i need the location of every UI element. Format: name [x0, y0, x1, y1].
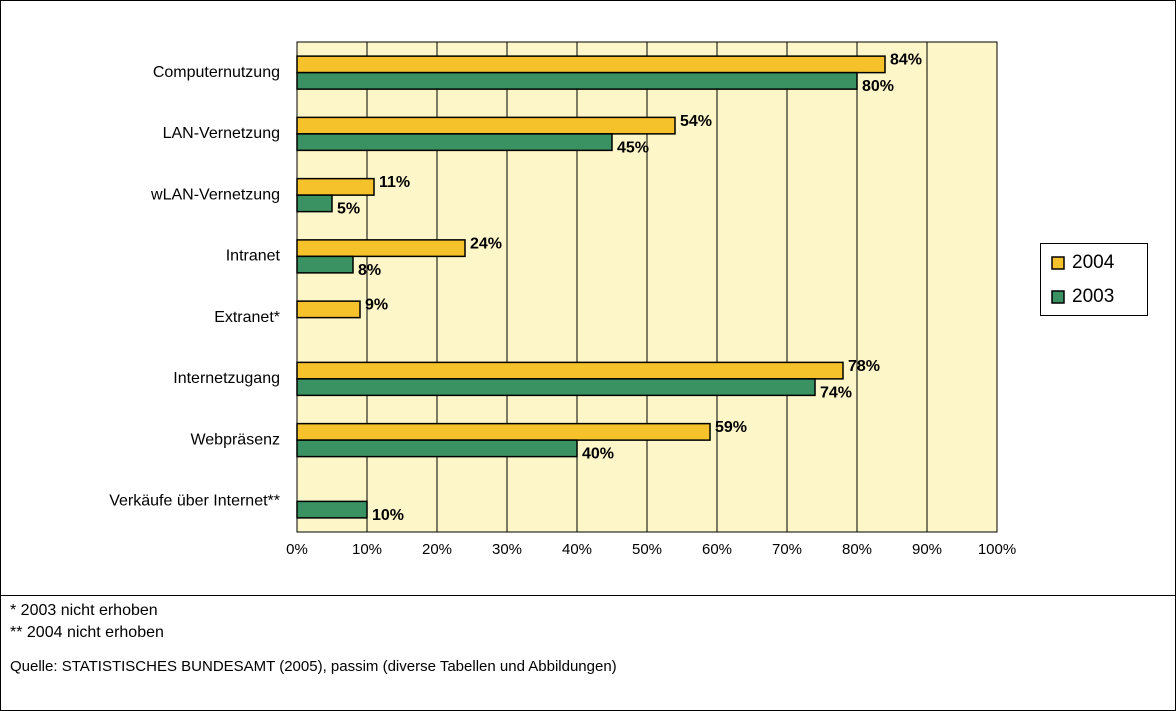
x-tick-label: 100%	[978, 541, 1016, 558]
footnote: * 2003 nicht erhoben	[10, 602, 158, 619]
legend-label: 2004	[1072, 252, 1115, 273]
x-tick-label: 60%	[702, 541, 732, 558]
data-label: 78%	[848, 358, 880, 375]
legend-box	[1040, 243, 1148, 316]
x-tick-label: 70%	[772, 541, 802, 558]
legend-label: 2003	[1072, 286, 1114, 307]
x-tick-label: 90%	[912, 541, 942, 558]
y-tick-label: Computernutzung	[153, 64, 280, 81]
y-tick-label: wLAN-Vernetzung	[150, 186, 280, 203]
x-tick-label: 20%	[422, 541, 452, 558]
x-tick-label: 50%	[632, 541, 662, 558]
data-label: 54%	[680, 113, 712, 130]
bar	[296, 361, 844, 380]
data-label: 11%	[379, 174, 410, 191]
data-label: 40%	[582, 446, 614, 463]
bar	[296, 116, 676, 135]
source: Quelle: STATISTISCHES BUNDESAMT (2005), …	[10, 658, 617, 675]
bar	[296, 378, 816, 397]
x-tick-label: 30%	[492, 541, 522, 558]
data-label: 45%	[617, 139, 649, 156]
x-tick-label: 40%	[562, 541, 592, 558]
legend-swatch	[1051, 290, 1065, 304]
x-tick-label: 10%	[352, 541, 382, 558]
bar	[296, 133, 613, 152]
y-tick-label: Extranet*	[214, 309, 280, 326]
bar	[296, 194, 333, 213]
data-label: 84%	[890, 52, 922, 69]
x-tick-label: 80%	[842, 541, 872, 558]
bar	[296, 439, 578, 458]
bar	[296, 422, 711, 441]
y-tick-label: Intranet	[226, 248, 281, 265]
y-tick-label: Verkäufe über Internet**	[109, 493, 280, 510]
footnote: ** 2004 nicht erhoben	[10, 624, 164, 641]
data-label: 10%	[372, 507, 404, 524]
y-tick-label: Internetzugang	[173, 370, 280, 387]
x-tick-label: 0%	[286, 541, 308, 558]
data-label: 9%	[365, 297, 388, 314]
y-tick-label: Webpräsenz	[190, 431, 280, 448]
bar	[296, 239, 466, 258]
y-tick-label: LAN-Vernetzung	[163, 125, 280, 142]
data-label: 8%	[358, 262, 381, 279]
data-label: 5%	[337, 201, 360, 218]
bar	[296, 300, 361, 319]
data-label: 74%	[820, 384, 852, 401]
bar	[296, 255, 354, 274]
legend-swatch	[1051, 256, 1065, 270]
bar	[296, 71, 858, 90]
data-label: 80%	[862, 78, 894, 95]
bar	[296, 177, 375, 196]
data-label: 24%	[470, 235, 502, 252]
bar	[296, 500, 368, 519]
bar	[296, 55, 886, 74]
data-label: 59%	[715, 419, 747, 436]
